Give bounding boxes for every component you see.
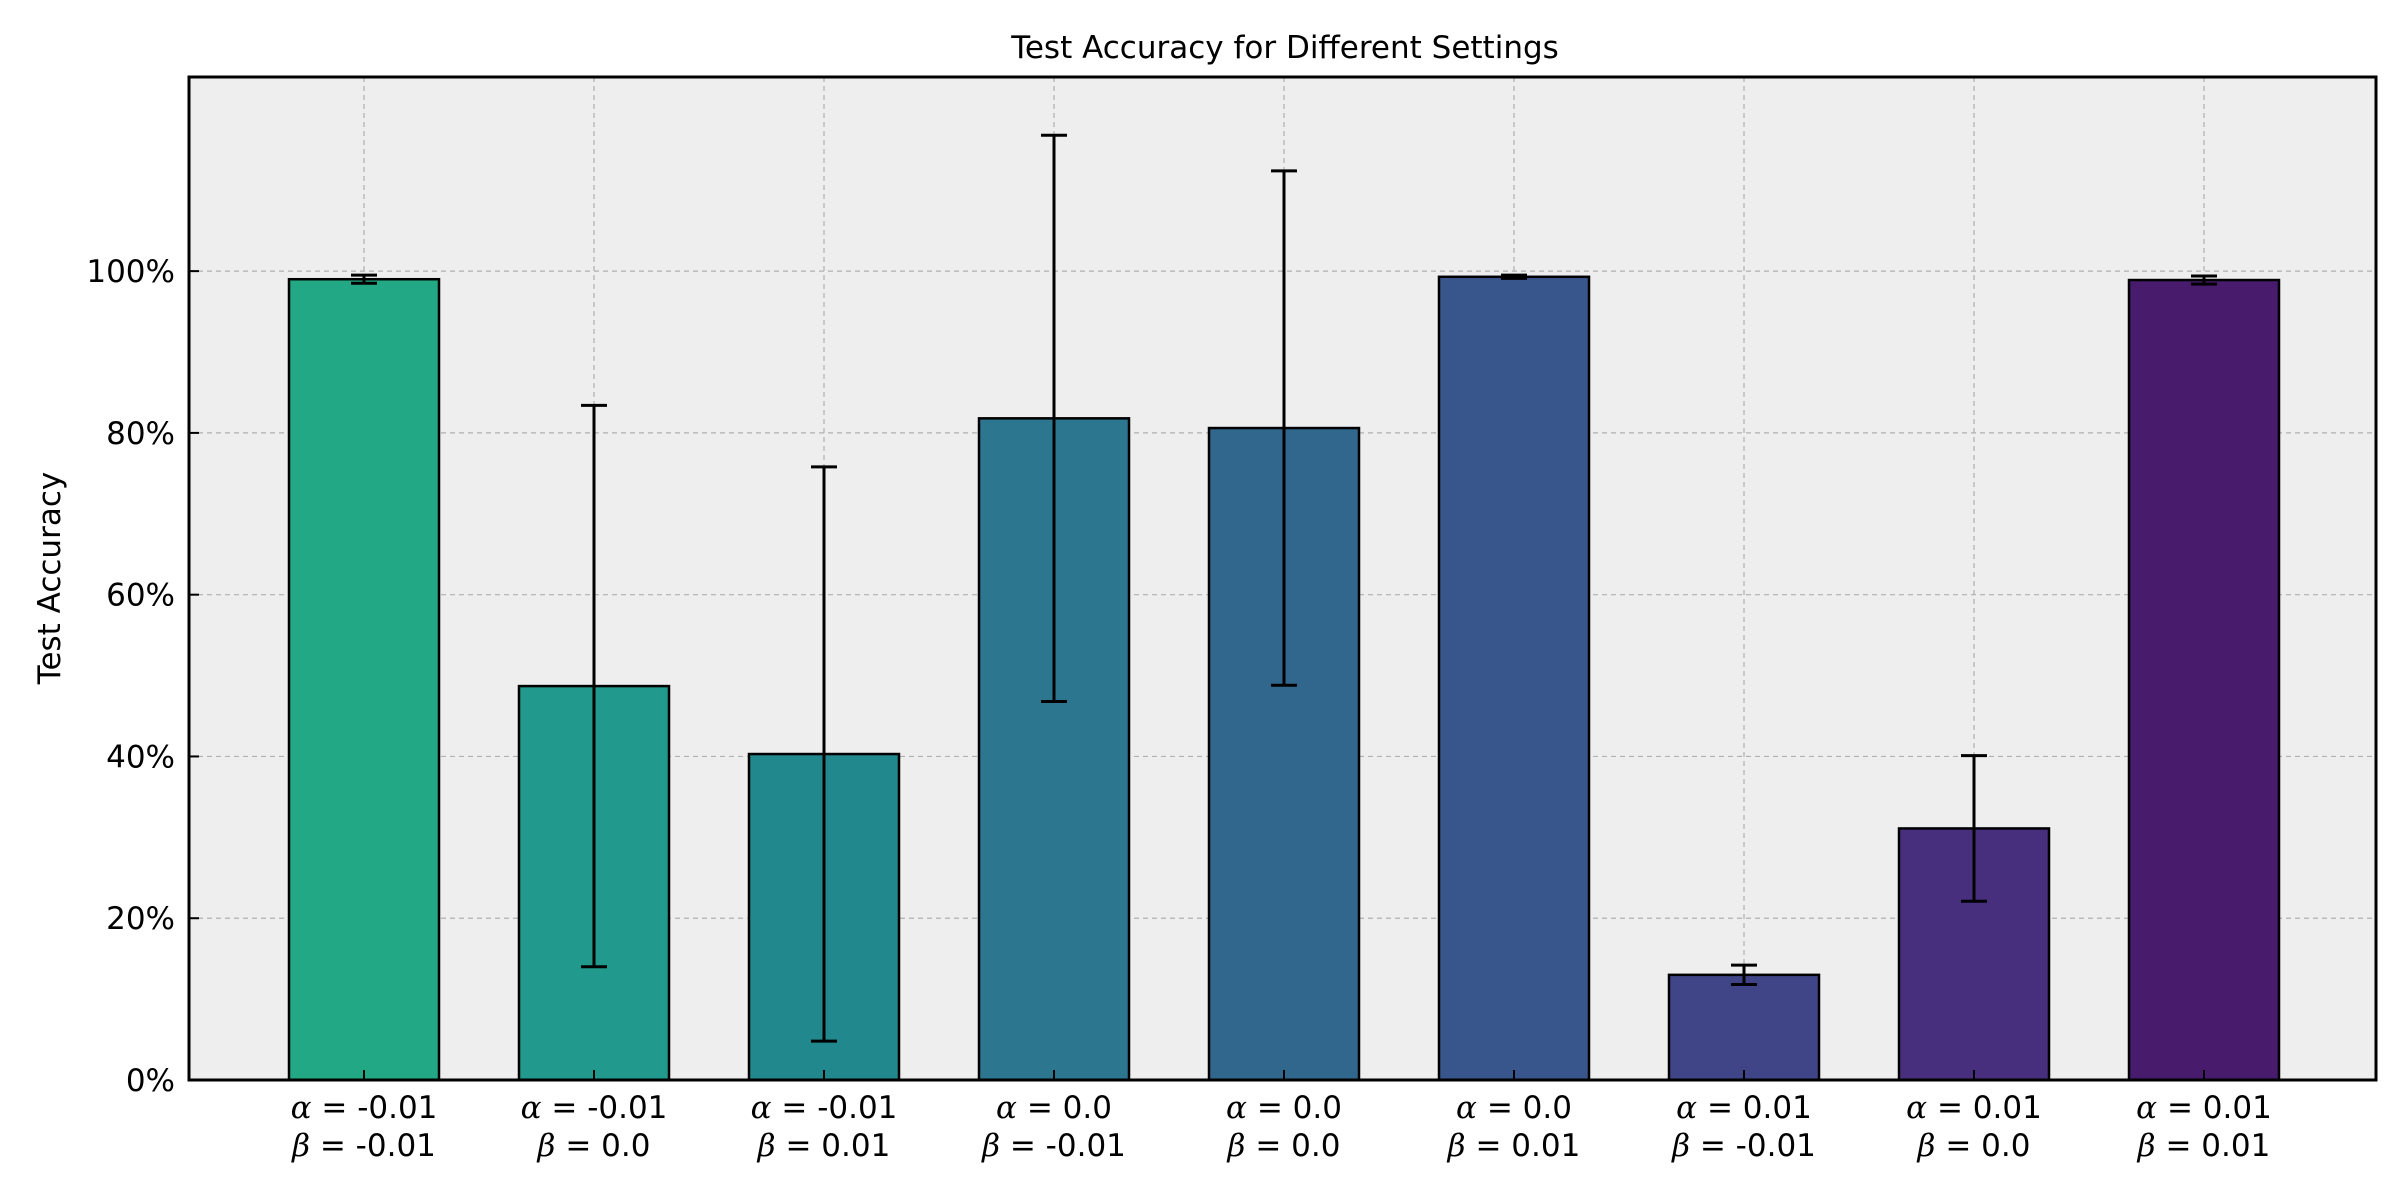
error-bar xyxy=(1501,273,1527,280)
x-tick-alpha: α = 0.01 xyxy=(1906,1090,2042,1126)
error-bars xyxy=(351,133,2217,1043)
error-bar xyxy=(1731,963,1757,987)
x-tick-alpha: α = 0.01 xyxy=(1676,1090,1812,1126)
x-axis-ticks: α = -0.01β = -0.01α = -0.01β = 0.0α = -0… xyxy=(291,1070,2272,1164)
bar xyxy=(1667,973,1821,1082)
x-tick-alpha: α = -0.01 xyxy=(291,1090,438,1126)
x-tick-beta: β = 0.01 xyxy=(757,1128,891,1164)
x-tick-alpha: α = 0.01 xyxy=(2136,1090,2272,1126)
error-bar xyxy=(1271,169,1297,687)
y-axis-label: Test Accuracy xyxy=(32,472,68,685)
error-bar xyxy=(581,403,607,969)
x-tick-label: α = 0.0β = -0.01 xyxy=(981,1090,1126,1164)
y-axis-ticks: 0% 20% 40% 60% 80% 100% xyxy=(86,254,199,1099)
error-bar xyxy=(2191,274,2217,286)
y-tick-label: 80% xyxy=(106,416,175,452)
chart-title: Test Accuracy for Different Settings xyxy=(1010,30,1559,66)
x-tick-alpha: α = 0.0 xyxy=(1226,1090,1342,1126)
x-tick-alpha: α = -0.01 xyxy=(751,1090,898,1126)
error-bar xyxy=(1041,133,1067,703)
bar xyxy=(1437,275,1591,1082)
x-tick-label: α = -0.01β = 0.0 xyxy=(521,1090,668,1164)
x-tick-label: α = -0.01β = -0.01 xyxy=(291,1090,438,1164)
x-tick-beta: β = 0.0 xyxy=(537,1128,651,1164)
x-tick-beta: β = 0.0 xyxy=(1227,1128,1341,1164)
x-tick-alpha: α = 0.0 xyxy=(996,1090,1112,1126)
error-bar xyxy=(351,273,377,285)
x-tick-beta: β = 0.0 xyxy=(1917,1128,2031,1164)
x-tick-beta: β = -0.01 xyxy=(1671,1128,1816,1164)
bar xyxy=(287,277,441,1082)
x-tick-beta: β = -0.01 xyxy=(291,1128,436,1164)
x-tick-beta: β = -0.01 xyxy=(981,1128,1126,1164)
y-tick-label: 20% xyxy=(106,901,175,937)
y-tick-label: 60% xyxy=(106,578,175,614)
x-tick-label: α = 0.01β = -0.01 xyxy=(1671,1090,1816,1164)
y-tick-label: 100% xyxy=(86,254,175,290)
x-tick-label: α = 0.0β = 0.0 xyxy=(1226,1090,1342,1164)
x-tick-label: α = -0.01β = 0.01 xyxy=(751,1090,898,1164)
y-tick-label: 0% xyxy=(126,1063,175,1099)
bars xyxy=(287,275,2281,1082)
error-bar xyxy=(1961,754,1987,903)
x-tick-beta: β = 0.01 xyxy=(2137,1128,2271,1164)
x-tick-beta: β = 0.01 xyxy=(1447,1128,1581,1164)
y-tick-label: 40% xyxy=(106,739,175,775)
error-bar xyxy=(811,465,837,1043)
x-tick-label: α = 0.01β = 0.01 xyxy=(2136,1090,2272,1164)
x-tick-alpha: α = 0.0 xyxy=(1456,1090,1572,1126)
x-tick-label: α = 0.01β = 0.0 xyxy=(1906,1090,2042,1164)
x-tick-label: α = 0.0β = 0.01 xyxy=(1447,1090,1581,1164)
plot-frame xyxy=(187,75,2378,1082)
x-tick-alpha: α = -0.01 xyxy=(521,1090,668,1126)
bar xyxy=(2127,278,2281,1082)
